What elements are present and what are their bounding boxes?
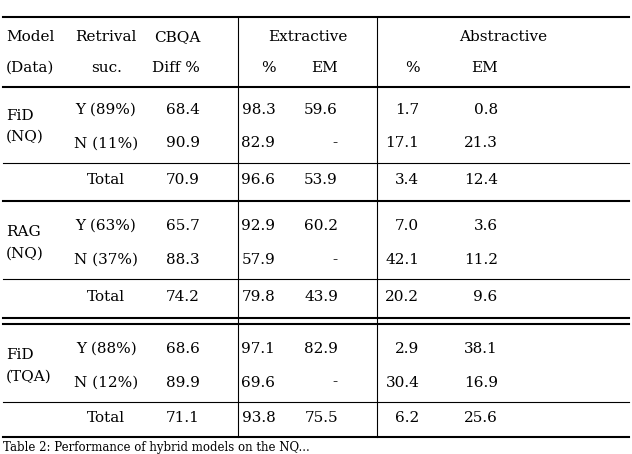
Text: EM: EM	[471, 61, 497, 75]
Text: 6.2: 6.2	[395, 411, 420, 425]
Text: (Data): (Data)	[6, 61, 54, 75]
Text: 89.9: 89.9	[166, 375, 200, 390]
Text: 38.1: 38.1	[464, 342, 497, 356]
Text: 7.0: 7.0	[395, 219, 420, 233]
Text: 82.9: 82.9	[241, 136, 276, 150]
Text: suc.: suc.	[91, 61, 121, 75]
Text: 70.9: 70.9	[166, 173, 200, 188]
Text: N (12%): N (12%)	[74, 375, 138, 390]
Text: 25.6: 25.6	[464, 411, 497, 425]
Text: 21.3: 21.3	[464, 136, 497, 150]
Text: -: -	[333, 136, 338, 150]
Text: %: %	[260, 61, 276, 75]
Text: 98.3: 98.3	[241, 103, 276, 117]
Text: Retrival: Retrival	[75, 30, 137, 44]
Text: 68.4: 68.4	[166, 103, 200, 117]
Text: -: -	[333, 252, 338, 266]
Text: N (37%): N (37%)	[74, 252, 138, 266]
Text: 71.1: 71.1	[166, 411, 200, 425]
Text: Y (89%): Y (89%)	[76, 103, 137, 117]
Text: 3.6: 3.6	[473, 219, 497, 233]
Text: 53.9: 53.9	[304, 173, 338, 188]
Text: Y (88%): Y (88%)	[76, 342, 137, 356]
Text: 0.8: 0.8	[473, 103, 497, 117]
Text: 20.2: 20.2	[386, 290, 420, 304]
Text: 74.2: 74.2	[166, 290, 200, 304]
Text: Diff %: Diff %	[152, 61, 200, 75]
Text: 12.4: 12.4	[464, 173, 497, 188]
Text: Total: Total	[87, 173, 125, 188]
Text: Abstractive: Abstractive	[459, 30, 547, 44]
Text: Extractive: Extractive	[268, 30, 347, 44]
Text: 3.4: 3.4	[395, 173, 420, 188]
Text: 60.2: 60.2	[304, 219, 338, 233]
Text: 69.6: 69.6	[241, 375, 276, 390]
Text: 59.6: 59.6	[304, 103, 338, 117]
Text: 11.2: 11.2	[464, 252, 497, 266]
Text: Model: Model	[6, 30, 54, 44]
Text: 1.7: 1.7	[395, 103, 420, 117]
Text: 97.1: 97.1	[241, 342, 276, 356]
Text: 96.6: 96.6	[241, 173, 276, 188]
Text: 68.6: 68.6	[166, 342, 200, 356]
Text: 65.7: 65.7	[166, 219, 200, 233]
Text: (NQ): (NQ)	[6, 130, 44, 144]
Text: Table 2: Performance of hybrid models on the NQ...: Table 2: Performance of hybrid models on…	[3, 441, 310, 454]
Text: 82.9: 82.9	[304, 342, 338, 356]
Text: (TQA): (TQA)	[6, 369, 52, 383]
Text: 79.8: 79.8	[241, 290, 276, 304]
Text: 90.9: 90.9	[166, 136, 200, 150]
Text: 30.4: 30.4	[386, 375, 420, 390]
Text: 75.5: 75.5	[304, 411, 338, 425]
Text: 43.9: 43.9	[304, 290, 338, 304]
Text: -: -	[333, 375, 338, 390]
Text: 57.9: 57.9	[241, 252, 276, 266]
Text: FiD: FiD	[6, 109, 33, 123]
Text: FiD: FiD	[6, 348, 33, 362]
Text: N (11%): N (11%)	[74, 136, 138, 150]
Text: 17.1: 17.1	[386, 136, 420, 150]
Text: (NQ): (NQ)	[6, 247, 44, 260]
Text: 92.9: 92.9	[241, 219, 276, 233]
Text: %: %	[404, 61, 420, 75]
Text: Total: Total	[87, 411, 125, 425]
Text: RAG: RAG	[6, 225, 40, 239]
Text: CBQA: CBQA	[154, 30, 200, 44]
Text: Total: Total	[87, 290, 125, 304]
Text: EM: EM	[311, 61, 338, 75]
Text: Y (63%): Y (63%)	[76, 219, 137, 233]
Text: 2.9: 2.9	[395, 342, 420, 356]
Text: 93.8: 93.8	[241, 411, 276, 425]
Text: 16.9: 16.9	[464, 375, 497, 390]
Text: 88.3: 88.3	[166, 252, 200, 266]
Text: 42.1: 42.1	[386, 252, 420, 266]
Text: 9.6: 9.6	[473, 290, 497, 304]
